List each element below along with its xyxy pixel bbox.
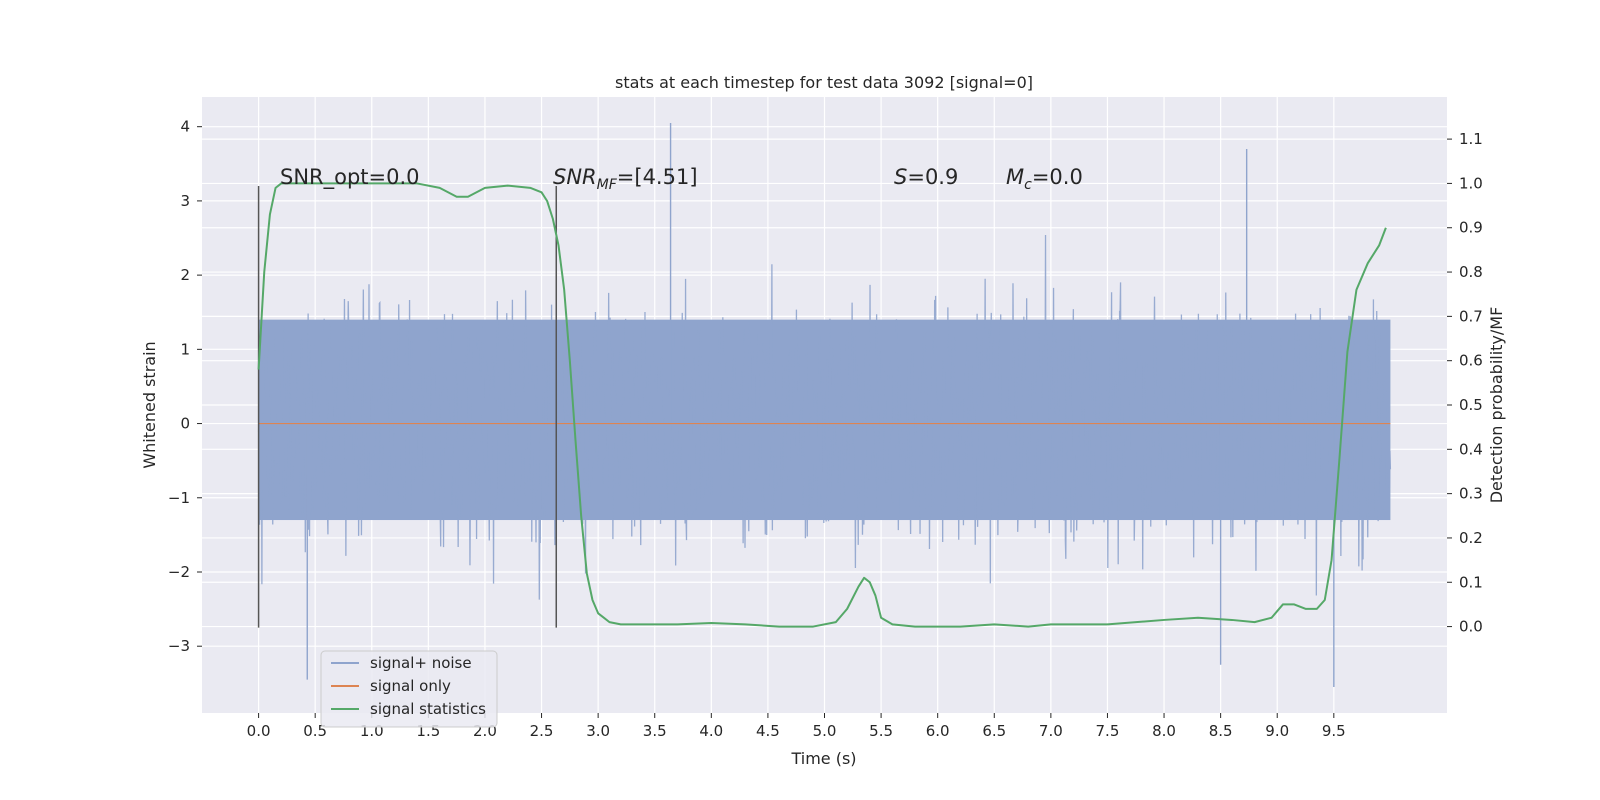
legend-label-signal-noise: signal+ noise — [370, 654, 472, 672]
y-right-axis-label: Detection probability/MF — [1487, 307, 1506, 504]
y-right-tick-label: 1.1 — [1459, 130, 1483, 148]
y-right-tick-label: 0.6 — [1459, 352, 1483, 370]
x-tick-label: 4.0 — [699, 722, 723, 740]
y-right-tick-label: 0.9 — [1459, 219, 1483, 237]
y-right-tick-label: 0.7 — [1459, 307, 1483, 325]
legend-box — [320, 650, 498, 728]
x-tick-label: 9.0 — [1265, 722, 1289, 740]
noise-trace — [257, 234, 1392, 600]
x-tick-label: 9.5 — [1322, 722, 1346, 740]
signal-statistics-line — [257, 182, 1387, 628]
y-tick-label: −1 — [168, 489, 190, 507]
annotation-mc-value: =0.0 — [1032, 165, 1083, 189]
y-tick-label: −2 — [168, 563, 190, 581]
annotation-snr-mf-subscript: MF — [597, 177, 618, 193]
x-tick-label: 4.5 — [756, 722, 780, 740]
y-right-tick-label: 0.4 — [1459, 440, 1483, 458]
annotation-s: S=0.9 — [894, 165, 958, 189]
x-tick-label: 5.5 — [869, 722, 893, 740]
y-tick-label: 4 — [180, 118, 190, 136]
x-tick-label: 7.5 — [1096, 722, 1120, 740]
legend: signal+ noise signal only signal statist… — [320, 650, 498, 728]
y-right-tick-label: 0.5 — [1459, 396, 1483, 414]
y-right-tick-label: 1.0 — [1459, 174, 1483, 192]
y-tick-label: −3 — [168, 637, 190, 655]
x-tick-label: 0.0 — [247, 722, 271, 740]
annotation-snr-mf-value: =[4.51] — [617, 165, 698, 189]
signal-statistics-series — [257, 182, 1387, 628]
signal-noise-series — [257, 122, 1392, 688]
y-tick-label: 2 — [180, 266, 190, 284]
x-tick-label: 8.0 — [1152, 722, 1176, 740]
annotation-s-value: =0.9 — [907, 165, 958, 189]
x-tick-label: 3.5 — [643, 722, 667, 740]
y-right-axis-ticks: 1.1 1.0 0.9 0.8 0.7 0.6 0.5 0.4 0.3 0.2 0.1 0.0 — [1447, 130, 1483, 636]
x-tick-label: 8.5 — [1209, 722, 1233, 740]
y-tick-label: 3 — [180, 192, 190, 210]
annotation-mc-symbol: M — [1006, 165, 1024, 189]
y-right-tick-label: 0.8 — [1459, 263, 1483, 281]
y-right-tick-label: 0.0 — [1459, 618, 1483, 636]
annotation-mc: Mc=0.0 — [1006, 165, 1083, 193]
annotation-snr-mf-symbol: SNR — [553, 165, 597, 189]
x-tick-label: 5.0 — [813, 722, 837, 740]
y-tick-label: 1 — [180, 340, 190, 358]
x-tick-label: 6.0 — [926, 722, 950, 740]
legend-label-signal-only: signal only — [370, 677, 451, 695]
x-tick-label: 7.0 — [1039, 722, 1063, 740]
x-tick-label: 3.0 — [586, 722, 610, 740]
y-axis-label: Whitened strain — [140, 341, 159, 468]
annotation-s-symbol: S — [894, 165, 907, 189]
x-tick-label: 0.5 — [303, 722, 327, 740]
annotation-snr-opt: SNR_opt=0.0 — [280, 165, 420, 190]
y-right-tick-label: 0.1 — [1459, 573, 1483, 591]
y-right-tick-label: 0.2 — [1459, 529, 1483, 547]
marker-lines — [257, 186, 558, 628]
x-tick-label: 2.5 — [530, 722, 554, 740]
y-axis-ticks: 4 3 2 1 0 −1 −2 −3 — [168, 118, 202, 655]
annotation-mc-subscript: c — [1024, 177, 1032, 193]
x-tick-label: 6.5 — [982, 722, 1006, 740]
x-axis-label: Time (s) — [790, 749, 856, 768]
y-right-tick-label: 0.3 — [1459, 485, 1483, 503]
y-tick-label: 0 — [180, 415, 190, 433]
chart-title: stats at each timestep for test data 309… — [615, 73, 1033, 92]
annotation-snr-mf: SNRMF=[4.51] — [553, 165, 698, 193]
legend-label-signal-statistics: signal statistics — [370, 700, 486, 718]
